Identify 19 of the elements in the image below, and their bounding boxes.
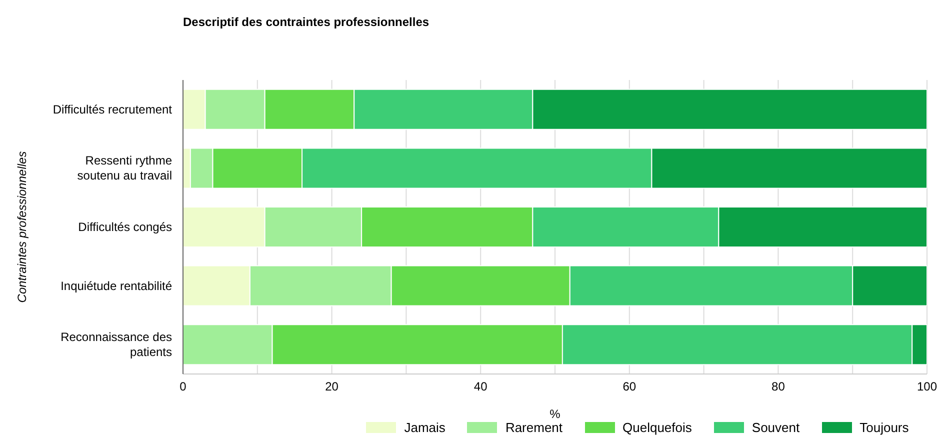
x-tick-label: 80 — [772, 380, 786, 394]
chart-title: Descriptif des contraintes professionnelles — [183, 15, 430, 29]
legend-label: Jamais — [403, 420, 446, 435]
legend-label: Rarement — [504, 420, 563, 435]
x-tick-label: 0 — [180, 380, 187, 394]
y-tick-label: Difficultés congés — [78, 220, 172, 234]
y-axis-title: Contraintes professionnelles — [15, 151, 29, 303]
y-tick-label: Reconnaissance des patients — [60, 330, 172, 360]
legend-label: Quelquefois — [622, 420, 692, 435]
x-tick-label: 60 — [622, 380, 636, 394]
y-tick-label: Ressenti rythme soutenu au travail — [77, 154, 172, 183]
x-axis-title: % — [550, 407, 561, 421]
legend-label: Toujours — [858, 420, 909, 435]
x-tick-label: 40 — [474, 380, 488, 394]
y-tick-label: Inquiétude rentabilité — [60, 278, 172, 293]
x-tick-label: 20 — [325, 380, 339, 394]
y-tick-label: Difficultés recrutement — [52, 102, 173, 116]
legend-label: Souvent — [750, 420, 800, 435]
x-tick-label: 100 — [916, 380, 938, 394]
